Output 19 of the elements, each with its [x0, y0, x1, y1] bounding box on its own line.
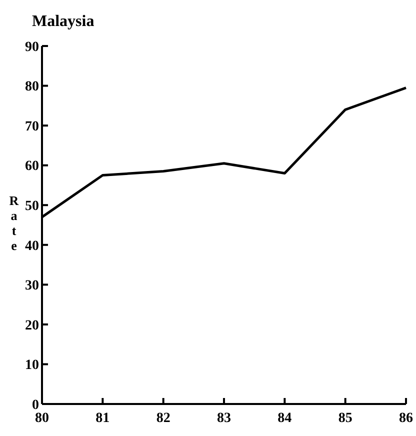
x-tick-label: 80 [35, 411, 49, 426]
y-axis-title: Rate [9, 193, 20, 253]
chart-title: Malaysia [32, 13, 94, 30]
x-tick-label: 81 [96, 411, 110, 426]
y-tick-label: 70 [25, 119, 39, 134]
y-tick-label: 50 [25, 199, 39, 214]
y-tick-label: 40 [25, 238, 39, 254]
x-tick-label: 86 [399, 411, 413, 426]
x-tick-label: 84 [278, 411, 292, 426]
y-tick-label: 30 [25, 278, 39, 294]
y-tick-label: 80 [25, 80, 39, 95]
x-tick-label: 85 [338, 411, 352, 426]
x-tick-label: 83 [217, 411, 231, 426]
y-tick-label: 20 [25, 318, 39, 334]
x-tick-label: 82 [156, 411, 170, 426]
y-tick-label: 90 [25, 40, 39, 55]
y-tick-label: 60 [25, 159, 39, 174]
y-tick-label: 0 [32, 398, 39, 413]
y-tick-label: 10 [25, 358, 39, 374]
